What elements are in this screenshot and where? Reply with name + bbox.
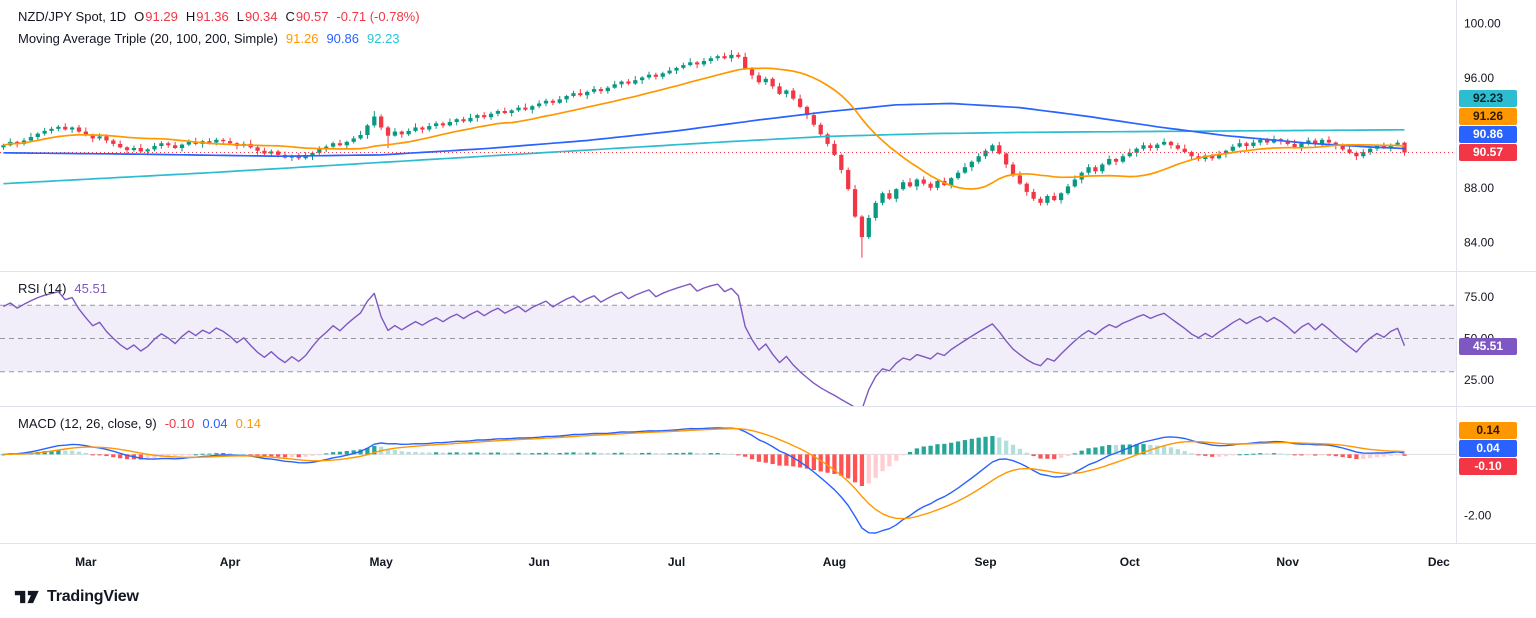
time-axis-label: Jul	[668, 555, 685, 569]
time-axis-label: Aug	[823, 555, 846, 569]
ma-legend-label: Moving Average Triple (20, 100, 200, Sim…	[18, 31, 278, 46]
rsi-series[interactable]	[3, 283, 1406, 410]
price-tag-ma100: 90.86	[1459, 125, 1517, 143]
macd-line	[3, 427, 1405, 534]
macd-axis-label: -2.00	[1464, 508, 1492, 522]
macd-legend-label: MACD (12, 26, close, 9)	[18, 416, 157, 431]
low-readout: L 90.34	[236, 9, 278, 24]
price-tag-ma20: 91.26	[1459, 107, 1517, 125]
tradingview-mark-icon	[14, 590, 39, 604]
ma20-line	[3, 67, 1405, 190]
price-tag-close: 90.57	[1459, 143, 1517, 161]
candlestick-series[interactable]	[1, 50, 1407, 258]
rsi-line	[3, 283, 1406, 406]
time-axis-label: Mar	[75, 555, 97, 569]
brand-name: TradingView	[47, 588, 139, 605]
rsi-value: 45.51	[74, 281, 107, 296]
macd-tag-signal: 0.14	[1459, 421, 1517, 439]
macd-series[interactable]	[1, 427, 1407, 534]
time-axis-label: Dec	[1428, 555, 1450, 569]
time-axis-label: Apr	[220, 555, 241, 569]
time-axis-label: Nov	[1276, 555, 1299, 569]
time-axis-label: May	[369, 555, 393, 569]
time-axis-label: Sep	[975, 555, 997, 569]
macd-line-value: 0.04	[202, 416, 228, 431]
change-readout: -0.71 (-0.78%)	[336, 9, 420, 24]
time-axis-label: Oct	[1120, 555, 1140, 569]
open-readout: O 91.29	[134, 9, 178, 24]
ma200-line	[3, 128, 1405, 185]
price-tag-ma200: 92.23	[1459, 89, 1517, 107]
high-readout: H 91.36	[185, 9, 229, 24]
ma20-value: 91.26	[285, 31, 319, 46]
price-axis-label: 96.00	[1464, 71, 1494, 85]
rsi-legend-label: RSI (14)	[18, 281, 67, 296]
symbol-title: NZD/JPY Spot, 1D	[18, 9, 127, 24]
ma100-value: 90.86	[326, 31, 359, 46]
macd-legend[interactable]: MACD (12, 26, close, 9) -0.10 0.04 0.14	[18, 416, 261, 431]
rsi-axis-label: 25.00	[1464, 373, 1494, 387]
rsi-axis-label: 75.00	[1464, 290, 1494, 304]
moving-averages[interactable]	[3, 67, 1405, 190]
price-axis-label: 88.00	[1464, 181, 1494, 195]
chart-canvas[interactable]: 100.0096.0088.0084.0075.0050.0025.00-2.0…	[0, 0, 1536, 578]
macd-tag-line: 0.04	[1459, 439, 1517, 457]
time-axis-label: Jun	[528, 555, 549, 569]
macd-signal-line	[3, 428, 1405, 520]
price-axis-label: 84.00	[1464, 236, 1494, 250]
macd-tag-hist: -0.10	[1459, 457, 1517, 475]
time-axis[interactable]	[0, 543, 1536, 578]
ma200-value: 92.23	[367, 31, 400, 46]
close-readout: C 90.57	[285, 9, 329, 24]
ma-legend[interactable]: Moving Average Triple (20, 100, 200, Sim…	[18, 31, 400, 46]
price-axis-label: 100.00	[1464, 16, 1501, 30]
rsi-tag-value: 45.51	[1459, 337, 1517, 355]
tradingview-logo[interactable]: TradingView	[14, 587, 139, 607]
rsi-legend[interactable]: RSI (14) 45.51	[18, 281, 107, 296]
macd-hist-value: -0.10	[164, 416, 195, 431]
macd-signal-value: 0.14	[235, 416, 261, 431]
ma100-line	[3, 102, 1405, 158]
